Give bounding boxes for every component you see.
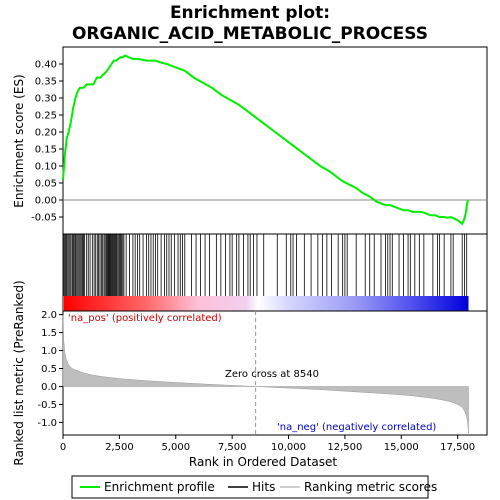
ranked-y-axis-label: Ranked list metric (PreRanked) xyxy=(12,280,26,465)
x-tick-label: 12,500 xyxy=(327,442,362,453)
zero-cross-label: Zero cross at 8540 xyxy=(225,369,319,380)
rank-ytick-label: 2.0 xyxy=(41,310,57,321)
negative-correlation-label: 'na_neg' (negatively correlated) xyxy=(277,422,436,433)
es-ytick-label: 0.15 xyxy=(35,145,57,156)
enrichment-panel: -0.05 0.00 0.05 0.10 0.15 0.20 0.25 0.30 0.35 0.4… xyxy=(31,46,488,235)
enrichment-profile-line xyxy=(62,54,469,226)
ranked-metric-panel: -1.0 -0.5 0.0 0.5 1.0 1.5 2.0 'na_pos' (positi… xyxy=(37,310,488,436)
ranking-metric-area xyxy=(62,314,469,434)
chart-title-line-1: Enrichment plot: xyxy=(170,3,330,23)
x-tick-label: 17,500 xyxy=(440,442,475,453)
legend-box xyxy=(71,475,429,499)
es-ytick-label: 0.00 xyxy=(35,196,57,207)
rank-ytick-label: 0.5 xyxy=(41,364,57,375)
x-tick-label: 10,000 xyxy=(271,442,306,453)
x-tick-label: 15,000 xyxy=(384,442,419,453)
rank-ytick-label: 1.0 xyxy=(41,346,57,357)
legend: Enrichment profile Hits Ranking metric s… xyxy=(71,475,437,499)
es-ytick-label: 0.25 xyxy=(35,111,57,122)
es-ytick-label: 0.20 xyxy=(35,128,57,139)
rank-ytick-label: -1.0 xyxy=(37,418,57,429)
rank-color-bar xyxy=(64,296,469,311)
es-ytick-label: 0.05 xyxy=(35,179,57,190)
ranked-panel-frame xyxy=(62,310,488,436)
legend-label-enrichment: Enrichment profile xyxy=(104,480,215,494)
x-axis-label: Rank in Ordered Dataset xyxy=(189,455,337,469)
es-ytick-label: 0.35 xyxy=(35,77,57,88)
es-ytick-label: 0.30 xyxy=(35,94,57,105)
rank-ytick-label: 1.5 xyxy=(41,328,57,339)
enrichment-panel-frame xyxy=(62,46,488,235)
es-ytick-label: -0.05 xyxy=(31,213,57,224)
x-tick-label: 0 xyxy=(60,442,66,453)
enrichment-y-axis-label: Enrichment score (ES) xyxy=(12,74,26,207)
legend-label-ranking: Ranking metric scores xyxy=(304,480,437,494)
rank-ytick-label: -0.5 xyxy=(37,400,57,411)
x-tick-label: 7,500 xyxy=(218,442,247,453)
positive-correlation-label: 'na_pos' (positively correlated) xyxy=(68,313,222,324)
legend-label-hits: Hits xyxy=(252,480,275,494)
es-ytick-label: 0.10 xyxy=(35,162,57,173)
x-tick-label: 2,500 xyxy=(105,442,134,453)
rank-ytick-label: 0.0 xyxy=(41,382,57,393)
x-tick-label: 5,000 xyxy=(161,442,190,453)
es-ytick-label: 0.40 xyxy=(35,60,57,71)
hits-panel xyxy=(62,233,488,312)
chart-title-line-2: ORGANIC_ACID_METABOLIC_PROCESS xyxy=(72,24,428,44)
